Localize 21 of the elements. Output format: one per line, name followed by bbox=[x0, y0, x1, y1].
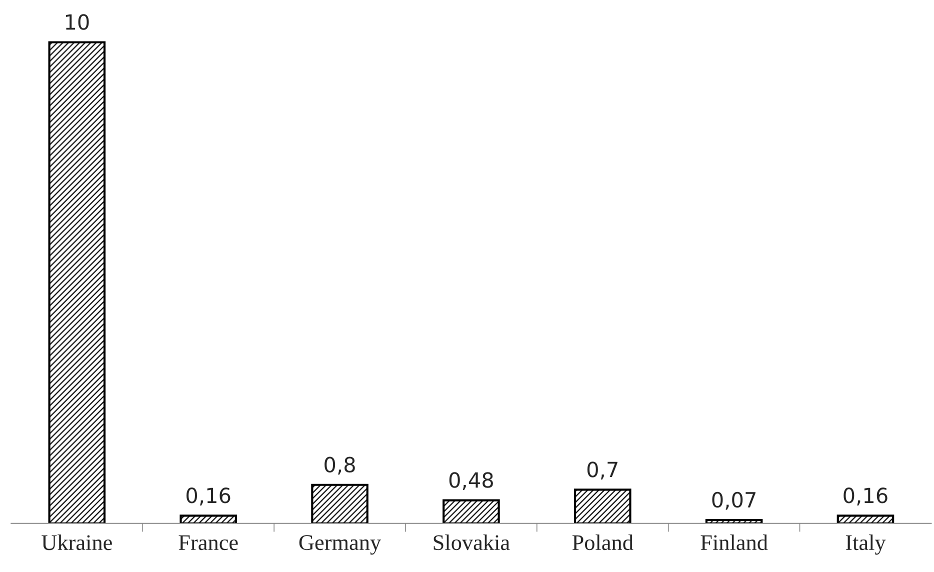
x-tick-label: France bbox=[178, 535, 238, 550]
data-label: 10 bbox=[66, 14, 89, 30]
bar bbox=[48, 41, 106, 524]
bar bbox=[311, 484, 368, 524]
x-tick-label: Germany bbox=[299, 535, 382, 555]
data-label: 0,7 bbox=[587, 462, 618, 480]
data-label: 0,48 bbox=[449, 472, 493, 490]
data-label: 0,07 bbox=[712, 492, 756, 510]
bar bbox=[836, 514, 894, 524]
bar bbox=[442, 499, 500, 524]
data-label: 0,8 bbox=[324, 456, 355, 475]
data-label: 0,16 bbox=[844, 488, 888, 506]
bar bbox=[705, 518, 763, 524]
x-tick-label: Poland bbox=[572, 534, 634, 550]
bar bbox=[180, 514, 237, 524]
x-tick-label: Italy bbox=[846, 534, 886, 555]
x-tick-label: Slovakia bbox=[434, 534, 510, 550]
x-tick-label: Ukraine bbox=[42, 534, 112, 550]
data-label: 0,16 bbox=[186, 488, 230, 506]
x-tick-label: Finland bbox=[700, 534, 768, 550]
bar bbox=[574, 488, 632, 524]
